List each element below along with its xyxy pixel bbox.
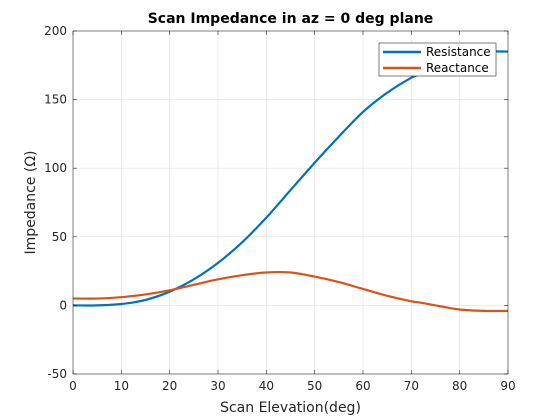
legend-box: [378, 42, 497, 77]
y-tick-label: -50: [47, 367, 67, 381]
x-tick-label: 60: [355, 379, 370, 393]
axes-box: [72, 30, 509, 375]
grid: [73, 31, 508, 374]
legend-label-reactance: Reactance: [426, 61, 489, 75]
series-line-reactance: [72, 270, 509, 313]
x-tick-label: 80: [452, 379, 467, 393]
y-tick-label: 0: [59, 298, 67, 312]
legend-entries: Resistance Reactance: [383, 45, 491, 75]
x-tick-label: 30: [210, 379, 225, 393]
x-tick-label: 40: [259, 379, 274, 393]
chart-title: Scan Impedance in az = 0 deg plane: [148, 11, 434, 27]
x-tick-label: 50: [307, 379, 322, 393]
x-axis-label: Scan Elevation(deg): [220, 400, 361, 416]
legend: Resistance Reactance: [378, 42, 497, 77]
x-tick-label: 70: [404, 379, 419, 393]
y-axis-label: Impedance (Ω): [23, 151, 39, 255]
y-tick-label: 200: [44, 24, 67, 38]
x-tick-label: 90: [500, 379, 515, 393]
legend-label-resistance: Resistance: [426, 45, 491, 59]
axes-background: [73, 31, 508, 374]
x-tick-label: 20: [162, 379, 177, 393]
y-tick-label: 150: [44, 93, 67, 107]
x-tick-label: 10: [114, 379, 129, 393]
y-tick-label: 100: [44, 161, 67, 175]
x-tick-label: 0: [69, 379, 77, 393]
y-tick-label: 50: [52, 230, 67, 244]
